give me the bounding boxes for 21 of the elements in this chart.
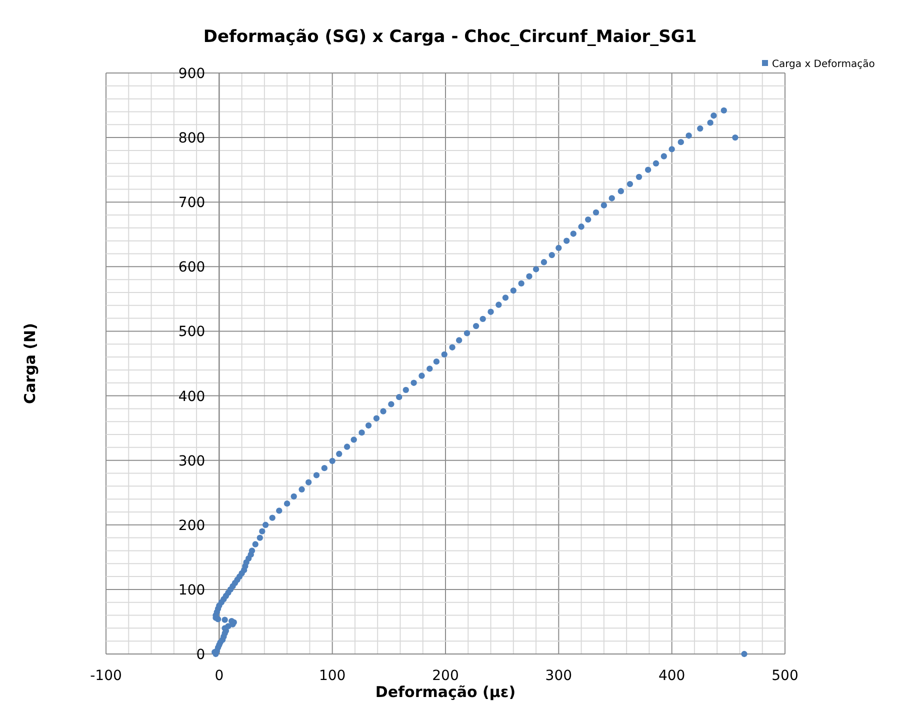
x-tick-label: 400: [658, 668, 686, 684]
y-tick-label: 0: [196, 647, 206, 663]
legend-label: Carga x Deformação: [772, 59, 875, 70]
x-tick-label: 300: [545, 668, 572, 684]
x-tick-label: 100: [318, 668, 346, 684]
x-tick-label: 500: [772, 668, 798, 684]
y-axis-title: Carga (N): [21, 323, 39, 404]
y-tick-label: 600: [178, 260, 206, 276]
y-tick-label: 100: [178, 582, 206, 598]
x-tick-label: 0: [214, 668, 224, 684]
y-tick-label: 400: [178, 388, 206, 405]
y-tick-label: 700: [178, 195, 206, 212]
y-tick-label: 500: [178, 324, 206, 340]
x-axis-title: Deformação (µε): [375, 683, 516, 701]
y-tick-label: 300: [178, 453, 206, 470]
chart-title: Deformação (SG) x Carga - Choc_Circunf_Maior_SG1: [203, 27, 697, 47]
y-tick-label: 800: [178, 130, 206, 147]
y-tick-label: 900: [178, 66, 206, 82]
x-tick-label: 200: [432, 668, 459, 684]
y-tick-label: 200: [178, 518, 206, 534]
x-tick-label: -100: [90, 668, 122, 684]
